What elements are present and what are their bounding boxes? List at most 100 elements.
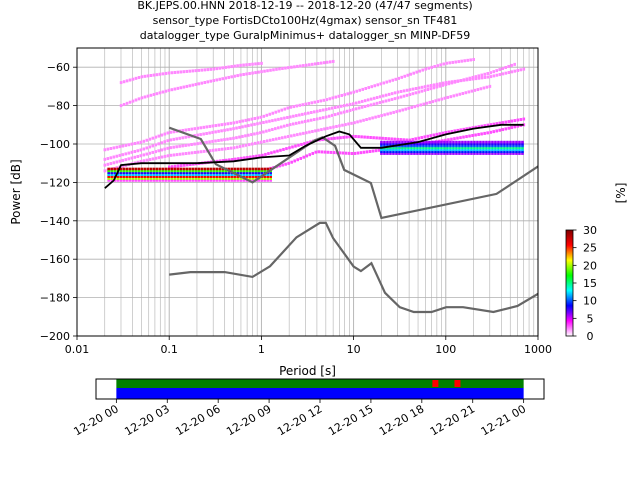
density-cell	[239, 171, 242, 175]
density-cell	[249, 155, 252, 159]
density-cell	[259, 121, 262, 125]
density-cell	[242, 171, 245, 175]
density-cell	[142, 153, 146, 157]
density-cell	[161, 173, 164, 177]
density-cell	[149, 93, 153, 97]
density-cell	[194, 167, 197, 171]
density-cell	[370, 85, 374, 89]
density-cell	[497, 144, 500, 148]
density-cell	[342, 135, 345, 139]
density-cell	[336, 105, 340, 109]
density-cell	[494, 146, 497, 150]
density-cell	[125, 171, 128, 175]
density-cell	[405, 93, 409, 97]
density-cell	[366, 104, 370, 108]
density-cell	[381, 136, 384, 140]
density-cell	[443, 152, 446, 155]
density-cell	[423, 85, 427, 89]
density-cell	[137, 175, 140, 178]
y-axis-ticks: −200−180−160−140−120−100−80−60	[40, 61, 77, 343]
density-cell	[155, 173, 158, 177]
density-cell	[516, 124, 520, 128]
density-cell	[211, 130, 214, 134]
density-cell	[232, 146, 236, 150]
density-cell	[230, 179, 233, 182]
density-cell	[124, 143, 128, 147]
density-cell	[479, 148, 482, 152]
density-cell	[146, 171, 149, 175]
density-cell	[220, 123, 224, 127]
density-cell	[398, 142, 401, 146]
density-cell	[497, 142, 500, 146]
density-cell	[440, 142, 443, 146]
density-cell	[407, 148, 410, 152]
density-cell	[251, 177, 254, 180]
density-cell	[378, 95, 382, 99]
density-cell	[184, 135, 187, 139]
density-cell	[384, 137, 387, 141]
density-cell	[472, 58, 475, 62]
density-cell	[440, 148, 443, 152]
plot-frame	[76, 47, 539, 337]
density-cell	[172, 130, 176, 134]
density-cell	[438, 132, 441, 136]
density-cell	[380, 140, 383, 144]
density-cell	[416, 144, 419, 148]
density-cell	[495, 122, 499, 126]
density-cell	[223, 128, 226, 132]
density-cell	[299, 156, 302, 160]
density-cell	[498, 121, 502, 125]
density-cell	[509, 150, 512, 153]
density-cell	[378, 136, 381, 140]
density-cell	[190, 151, 194, 155]
density-cell	[196, 142, 199, 146]
density-cell	[413, 144, 416, 148]
density-cell	[461, 152, 464, 155]
density-cell	[214, 124, 218, 128]
density-cell	[260, 179, 263, 182]
density-cell	[443, 144, 446, 148]
density-cell	[305, 154, 309, 158]
density-cell	[449, 140, 452, 144]
x-tick-label: 100	[435, 343, 456, 356]
density-cell	[497, 148, 500, 152]
density-cell	[266, 177, 269, 180]
density-cell	[513, 119, 517, 123]
density-cell	[455, 152, 458, 155]
density-cell	[512, 144, 515, 148]
density-cell	[241, 134, 244, 138]
density-cell	[498, 73, 502, 77]
density-cell	[303, 142, 306, 146]
density-cell	[151, 150, 155, 154]
density-cell	[388, 79, 392, 83]
density-cell	[506, 148, 509, 152]
density-cell	[242, 63, 245, 67]
density-cell	[125, 169, 128, 173]
density-cell	[217, 148, 221, 152]
density-cell	[497, 146, 500, 150]
density-cell	[161, 175, 164, 178]
density-cell	[467, 146, 470, 150]
density-cell	[425, 150, 428, 153]
density-cell	[473, 88, 477, 92]
density-cell	[224, 65, 227, 69]
density-cell	[180, 164, 183, 168]
density-cell	[121, 158, 125, 162]
mean-curve	[104, 123, 524, 189]
density-cell	[470, 146, 473, 150]
density-cell	[226, 128, 229, 132]
density-cell	[211, 148, 215, 152]
density-cell	[146, 179, 149, 182]
density-cell	[238, 120, 242, 124]
density-cell	[179, 169, 182, 173]
density-cell	[119, 179, 122, 182]
coverage-tick-label: 12-20 09	[224, 402, 273, 438]
density-cell	[208, 131, 211, 135]
density-cell	[206, 177, 209, 180]
coverage-tick-label: 12-20 00	[72, 402, 121, 438]
density-cell	[110, 179, 113, 182]
density-cell	[137, 173, 140, 177]
density-cell	[437, 146, 440, 150]
density-cell	[199, 141, 202, 145]
density-cell	[182, 179, 185, 182]
